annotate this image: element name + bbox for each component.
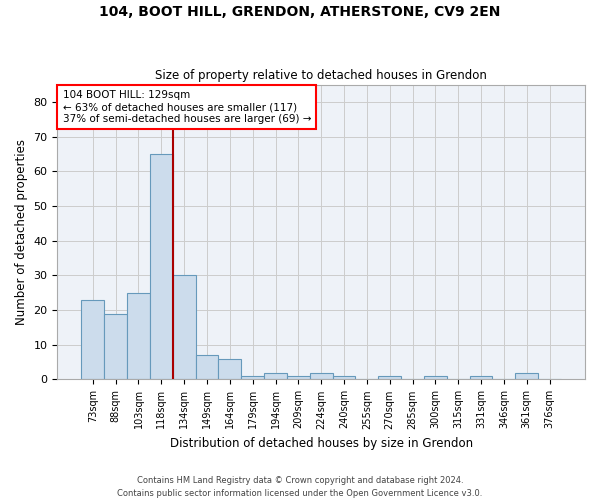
Text: Contains HM Land Registry data © Crown copyright and database right 2024.
Contai: Contains HM Land Registry data © Crown c…: [118, 476, 482, 498]
Bar: [287, 376, 310, 380]
Bar: [310, 372, 332, 380]
Bar: [332, 376, 355, 380]
Bar: [218, 358, 241, 380]
Text: 104 BOOT HILL: 129sqm
← 63% of detached houses are smaller (117)
37% of semi-det: 104 BOOT HILL: 129sqm ← 63% of detached …: [62, 90, 311, 124]
Title: Size of property relative to detached houses in Grendon: Size of property relative to detached ho…: [155, 69, 487, 82]
X-axis label: Distribution of detached houses by size in Grendon: Distribution of detached houses by size …: [170, 437, 473, 450]
Bar: [515, 372, 538, 380]
Y-axis label: Number of detached properties: Number of detached properties: [15, 139, 28, 325]
Bar: [264, 372, 287, 380]
Bar: [173, 276, 196, 380]
Bar: [470, 376, 493, 380]
Bar: [241, 376, 264, 380]
Bar: [379, 376, 401, 380]
Bar: [104, 314, 127, 380]
Bar: [196, 355, 218, 380]
Bar: [127, 292, 150, 380]
Bar: [82, 300, 104, 380]
Bar: [150, 154, 173, 380]
Bar: [424, 376, 447, 380]
Text: 104, BOOT HILL, GRENDON, ATHERSTONE, CV9 2EN: 104, BOOT HILL, GRENDON, ATHERSTONE, CV9…: [100, 5, 500, 19]
